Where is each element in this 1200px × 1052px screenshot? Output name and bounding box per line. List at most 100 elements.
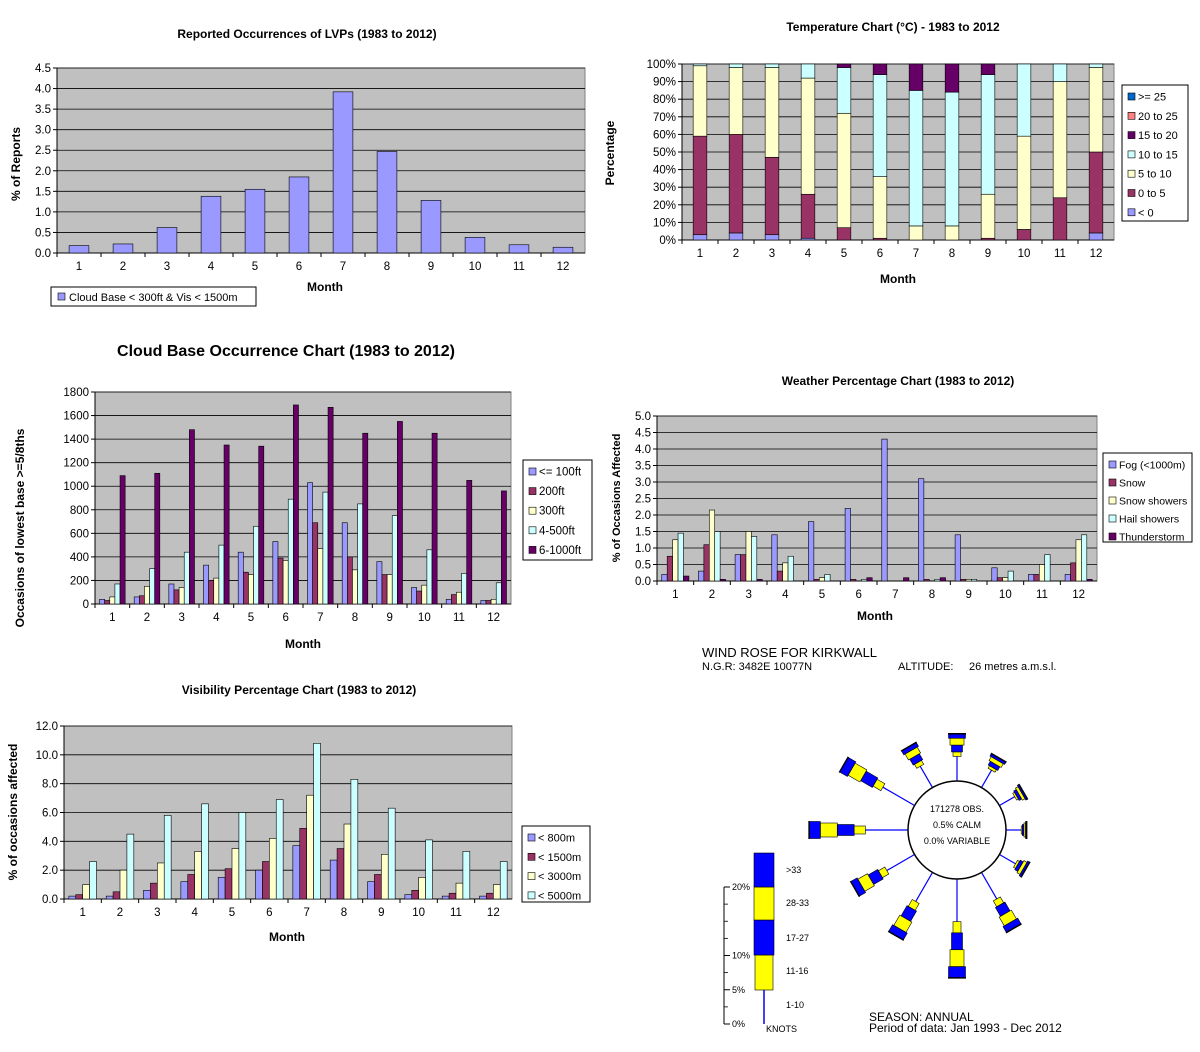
- cloud-base-chart-title: Cloud Base Occurrence Chart (1983 to 201…: [117, 343, 455, 360]
- temp-legend-swatch: [1127, 112, 1136, 120]
- temp-bar: [764, 67, 780, 158]
- lvp-x-tick-label: 4: [208, 261, 215, 273]
- lvp-bar: [112, 243, 134, 254]
- cloud-bar: [416, 590, 423, 605]
- cloud-bar: [248, 574, 254, 605]
- wind-rose-spoke-band: [952, 921, 962, 934]
- vis-bar: [194, 851, 202, 900]
- cloud-bar: [223, 444, 230, 605]
- wind-rose-spoke-cap: [1018, 783, 1029, 800]
- temperature-chart: Temperature Chart (°C) - 1983 to 2012 Pe…: [603, 20, 1189, 286]
- cloud-bar: [104, 600, 111, 605]
- temp-y-tick-label: 20%: [653, 200, 676, 212]
- wind-rose-altitude-value: 26 metres a.m.s.l.: [969, 661, 1056, 673]
- weather-y-tick-label: 2.5: [635, 494, 651, 506]
- wind-rose-speed-label: 11-16: [786, 966, 808, 976]
- wind-rose-spoke-cap: [1005, 923, 1022, 934]
- weather-chart: Weather Percentage Chart (1983 to 2012) …: [611, 374, 1193, 623]
- lvp-chart: Reported Occurrences of LVPs (1983 to 20…: [9, 27, 586, 294]
- cloud-bar: [501, 490, 507, 605]
- cloud-x-tick-label: 6: [282, 612, 288, 624]
- weather-bar: [881, 438, 888, 582]
- wind-rose-key-band: [754, 954, 774, 991]
- weather-bar: [939, 577, 946, 582]
- vis-legend-swatch: [527, 833, 536, 842]
- weather-x-tick-label: 12: [1072, 589, 1085, 601]
- weather-y-tick-label: 1.5: [635, 527, 651, 539]
- cloud-legend-swatch: [528, 506, 537, 515]
- vis-bar: [499, 861, 508, 900]
- temp-bar: [1088, 151, 1104, 234]
- weather-x-tick-label: 5: [819, 589, 825, 601]
- weather-x-tick-label: 6: [855, 589, 861, 601]
- weather-legend-label: Fog (<1000m): [1119, 460, 1185, 472]
- wind-rose-speed-label: 17-27: [786, 933, 809, 943]
- weather-bar: [719, 579, 726, 582]
- temp-bar: [764, 234, 780, 241]
- cloud-bar: [312, 522, 319, 605]
- temp-bar: [728, 134, 744, 234]
- weather-bar: [813, 579, 820, 582]
- weather-x-tick-label: 11: [1036, 589, 1048, 601]
- weather-bar: [677, 532, 684, 582]
- weather-bar: [866, 577, 873, 582]
- temp-x-tick-label: 5: [841, 248, 847, 260]
- cloud-y-tick-label: 400: [70, 552, 89, 564]
- vis-bar: [231, 848, 240, 900]
- wind-rose-spoke-band: [949, 949, 965, 967]
- vis-bar: [493, 884, 501, 900]
- cloud-x-tick-label: 10: [418, 612, 431, 624]
- vis-bar: [68, 895, 77, 900]
- cloud-bar: [466, 480, 473, 605]
- cloud-base-chart-x-label: Month: [285, 637, 321, 651]
- wind-rose-key-band: [753, 852, 775, 888]
- temp-bar: [1016, 63, 1032, 137]
- cloud-bar: [376, 561, 383, 605]
- cloud-y-tick-label: 1200: [63, 458, 89, 470]
- vis-x-tick-label: 5: [229, 907, 235, 919]
- lvp-x-tick-label: 6: [296, 261, 302, 273]
- temp-bar: [980, 193, 996, 239]
- cloud-x-tick-label: 1: [109, 612, 115, 624]
- lvp-x-tick-label: 2: [120, 261, 126, 273]
- temp-y-tick-label: 100%: [647, 59, 676, 71]
- vis-legend-label: < 5000m: [538, 890, 581, 902]
- wind-rose-scale-label: 5%: [732, 985, 745, 995]
- weather-bar: [1028, 574, 1035, 582]
- cloud-bar: [114, 583, 121, 605]
- weather-bar: [756, 579, 763, 582]
- wind-rose-spoke: [1006, 821, 1028, 839]
- vis-bar: [112, 891, 121, 900]
- temp-legend-label: >= 25: [1138, 92, 1166, 104]
- vis-bar: [150, 882, 158, 900]
- lvp-chart-y-label: % of Reports: [9, 127, 23, 201]
- lvp-bar: [244, 188, 266, 254]
- vis-legend-swatch: [527, 872, 536, 880]
- vis-bar: [82, 884, 90, 900]
- weather-y-tick-label: 3.0: [635, 477, 651, 489]
- vis-legend-label: < 3000m: [538, 871, 581, 883]
- cloud-y-tick-label: 0: [83, 599, 89, 611]
- temp-bar: [1052, 197, 1068, 241]
- weather-bar: [703, 544, 710, 582]
- weather-bar: [1064, 574, 1071, 582]
- weather-bar: [666, 555, 673, 582]
- lvp-legend: Cloud Base < 300ft & Vis < 1500m: [50, 286, 257, 307]
- cloud-bar: [397, 421, 403, 605]
- weather-bar: [971, 579, 978, 582]
- vis-bar: [157, 862, 165, 900]
- temp-bar: [800, 77, 816, 195]
- temp-bar: [908, 63, 924, 91]
- lvp-bar: [332, 91, 354, 254]
- wind-rose-spoke-cap: [1020, 861, 1031, 878]
- temp-legend-swatch: [1127, 92, 1136, 101]
- weather-legend-box: [1102, 452, 1193, 543]
- lvp-x-tick-label: 9: [428, 261, 434, 273]
- weather-legend-label: Snow showers: [1119, 496, 1187, 508]
- lvp-y-tick-label: 2.5: [35, 145, 51, 157]
- wind-rose-variable: 0.0% VARIABLE: [924, 836, 990, 846]
- cloud-legend-label: 6-1000ft: [539, 545, 582, 557]
- vis-bar: [387, 807, 396, 900]
- weather-bar: [923, 579, 930, 582]
